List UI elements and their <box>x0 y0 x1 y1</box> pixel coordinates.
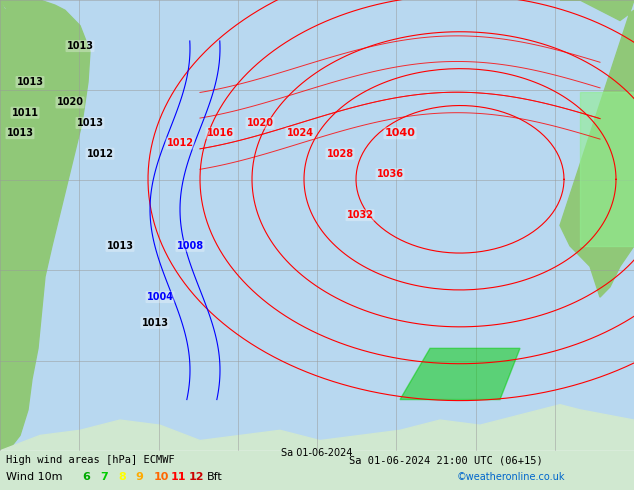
Polygon shape <box>400 348 520 399</box>
Text: 1012: 1012 <box>86 148 113 159</box>
Text: ©weatheronline.co.uk: ©weatheronline.co.uk <box>456 472 565 482</box>
Text: 10: 10 <box>153 472 169 482</box>
Text: 1013: 1013 <box>16 77 44 87</box>
Text: Bft: Bft <box>207 472 223 482</box>
Text: 1028: 1028 <box>327 148 354 159</box>
Text: 7: 7 <box>100 472 108 482</box>
Text: 1036: 1036 <box>377 169 403 179</box>
Text: 11: 11 <box>171 472 186 482</box>
Text: 1008: 1008 <box>176 241 204 251</box>
Polygon shape <box>0 0 634 451</box>
Text: 1004: 1004 <box>146 292 174 302</box>
Text: 12: 12 <box>189 472 204 482</box>
Polygon shape <box>0 405 634 451</box>
Text: 1020: 1020 <box>56 98 84 107</box>
Bar <box>0 451 634 490</box>
Text: 1013: 1013 <box>107 241 134 251</box>
Text: 1013: 1013 <box>141 318 169 328</box>
Text: 1013: 1013 <box>67 41 93 51</box>
Text: 1020: 1020 <box>247 118 273 128</box>
Text: 9: 9 <box>136 472 143 482</box>
Text: 8: 8 <box>118 472 126 482</box>
Text: 1013: 1013 <box>77 118 103 128</box>
Text: High wind areas [hPa] ECMWF: High wind areas [hPa] ECMWF <box>6 455 175 465</box>
Text: 1011: 1011 <box>11 108 39 118</box>
Text: 1032: 1032 <box>347 210 373 220</box>
Text: 1040: 1040 <box>385 128 415 138</box>
Polygon shape <box>560 0 634 297</box>
Text: Sa 01-06-2024 21:00 UTC (06+15): Sa 01-06-2024 21:00 UTC (06+15) <box>349 455 543 465</box>
Polygon shape <box>0 0 90 451</box>
Polygon shape <box>580 92 634 246</box>
Polygon shape <box>0 0 50 41</box>
Text: 1016: 1016 <box>207 128 233 138</box>
Text: Wind 10m: Wind 10m <box>6 472 63 482</box>
Text: Sa 01-06-2024: Sa 01-06-2024 <box>281 448 353 458</box>
Text: 6: 6 <box>82 472 90 482</box>
Text: 1012: 1012 <box>167 139 193 148</box>
Text: 1013: 1013 <box>6 128 34 138</box>
Text: 1024: 1024 <box>287 128 313 138</box>
